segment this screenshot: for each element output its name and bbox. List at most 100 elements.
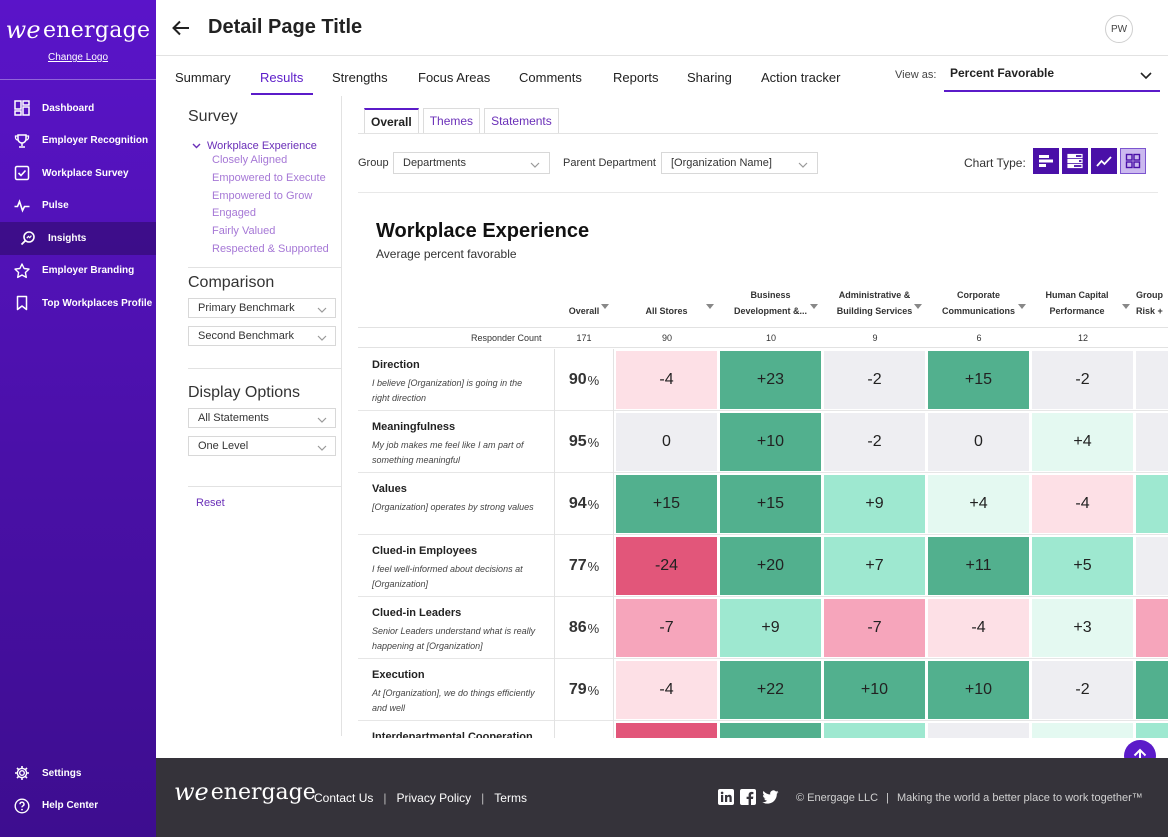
column-header-all-stores[interactable]: All Stores <box>645 306 688 316</box>
sidebar-item-help-center[interactable]: Help Center <box>0 790 156 823</box>
contact-us-link[interactable]: Contact Us <box>314 791 374 805</box>
heatmap-cell[interactable]: 0 <box>928 413 1029 471</box>
tab-focus-areas[interactable]: Focus Areas <box>418 70 491 85</box>
heatmap-cell[interactable]: -7 <box>616 599 717 657</box>
view-as-select[interactable]: Percent Favorable <box>944 60 1160 92</box>
tab-comments[interactable]: Comments <box>519 70 582 85</box>
sidebar-item-dashboard[interactable]: Dashboard <box>0 92 156 125</box>
column-header-human-capital[interactable]: Human Capital Performance <box>1045 290 1109 316</box>
heatmap-cell[interactable]: -4 <box>928 599 1029 657</box>
tree-item[interactable]: Empowered to Grow <box>212 189 313 202</box>
tree-item[interactable]: Empowered to Execute <box>212 171 326 184</box>
tree-item[interactable]: Respected & Supported <box>212 242 329 255</box>
column-header-corporate-communications[interactable]: Corporate Communications <box>941 290 1015 316</box>
tree-item[interactable]: Engaged <box>212 207 257 220</box>
tab-summary[interactable]: Summary <box>175 70 231 85</box>
sidebar-item-employer-recognition[interactable]: Employer Recognition <box>0 125 156 158</box>
heatmap-cell[interactable]: +9 <box>720 599 821 657</box>
sidebar-item-pulse[interactable]: Pulse <box>0 190 156 223</box>
heatmap-cell[interactable]: +11 <box>928 537 1029 595</box>
sidebar-item-top-workplaces-profile[interactable]: Top Workplaces Profile <box>0 287 156 320</box>
checkbox-icon <box>14 165 30 181</box>
avatar[interactable]: PW <box>1105 15 1133 43</box>
heatmap-cell[interactable]: -4 <box>616 661 717 719</box>
table-row: Values [Organization] operates by strong … <box>358 473 1168 535</box>
heatmap-cell[interactable]: -2 <box>824 413 925 471</box>
heatmap-cell[interactable]: -7 <box>824 599 925 657</box>
line-chart-button[interactable] <box>1091 148 1117 174</box>
sidebar-item-settings[interactable]: Settings <box>0 757 156 790</box>
statements-select[interactable]: All Statements <box>188 407 336 428</box>
heatmap-cell[interactable]: -4 <box>616 351 717 409</box>
tree-item-workplace-experience[interactable]: Workplace Experience <box>188 140 341 152</box>
column-header-administrative[interactable]: Administrative & Building Services <box>836 290 913 316</box>
heatmap-cell[interactable]: +4 <box>928 475 1029 533</box>
tab-action-tracker[interactable]: Action tracker <box>761 70 841 85</box>
heatmap-cell[interactable]: +7 <box>824 537 925 595</box>
heatmap-cell[interactable]: -2 <box>1032 661 1133 719</box>
heatmap-cell[interactable] <box>1136 599 1168 657</box>
heatmap-cell[interactable]: -2 <box>1032 351 1133 409</box>
heatmap-cell[interactable]: +15 <box>928 351 1029 409</box>
heatmap-cell[interactable] <box>1136 475 1168 533</box>
privacy-policy-link[interactable]: Privacy Policy <box>396 791 472 805</box>
heatmap-cell[interactable]: -4 <box>1032 475 1133 533</box>
group-select[interactable]: Departments <box>393 152 550 174</box>
heatmap-cell[interactable] <box>1136 661 1168 719</box>
heatmap-cell[interactable] <box>616 723 717 738</box>
heatmap-cell[interactable]: -2 <box>824 351 925 409</box>
column-header-business-development[interactable]: Business Development &... <box>733 290 807 316</box>
column-header-group-risk[interactable]: Group Risk + <box>1136 290 1163 316</box>
heatmap-cell[interactable]: 0 <box>616 413 717 471</box>
heatmap-cell[interactable] <box>1136 537 1168 595</box>
sidebar-item-workplace-survey[interactable]: Workplace Survey <box>0 157 156 190</box>
heatmap-cell[interactable]: +5 <box>1032 537 1133 595</box>
heatmap-cell[interactable]: +20 <box>720 537 821 595</box>
heatmap-cell[interactable] <box>720 723 821 738</box>
heatmap-cell[interactable]: -24 <box>616 537 717 595</box>
change-logo-link[interactable]: Change Logo <box>47 52 109 63</box>
heatmap-cell[interactable]: +15 <box>720 475 821 533</box>
tree-item[interactable]: Fairly Valued <box>212 225 276 238</box>
heatmap-cell[interactable] <box>1136 413 1168 471</box>
stacked-bar-chart-button[interactable] <box>1062 148 1088 174</box>
tab-reports[interactable]: Reports <box>613 70 659 85</box>
heatmap-cell[interactable]: +10 <box>928 661 1029 719</box>
parent-department-select[interactable]: [Organization Name] <box>661 152 818 174</box>
terms-link[interactable]: Terms <box>494 791 527 805</box>
heatmap-cell[interactable]: +3 <box>1032 599 1133 657</box>
heatmap-cell[interactable] <box>1136 723 1168 738</box>
sidebar-item-insights[interactable]: Insights <box>0 222 156 255</box>
heatmap-cell[interactable]: +15 <box>616 475 717 533</box>
tab-results[interactable]: Results <box>260 70 304 85</box>
back-arrow-icon[interactable] <box>172 18 192 38</box>
heatmap-cell[interactable]: +10 <box>824 661 925 719</box>
level-select[interactable]: One Level <box>188 435 336 456</box>
tab-sharing[interactable]: Sharing <box>687 70 732 85</box>
facebook-icon[interactable] <box>740 789 756 810</box>
subtab-overall[interactable]: Overall <box>364 108 419 134</box>
heatmap-cell[interactable]: +22 <box>720 661 821 719</box>
subtab-themes[interactable]: Themes <box>422 108 481 134</box>
heatmap-cell[interactable] <box>928 723 1029 738</box>
sidebar-item-employer-branding[interactable]: Employer Branding <box>0 255 156 288</box>
heatmap-chart-button[interactable] <box>1120 148 1146 174</box>
reset-button[interactable]: Reset <box>196 496 225 509</box>
heatmap-cell[interactable]: +10 <box>720 413 821 471</box>
heatmap-cell[interactable] <box>1032 723 1133 738</box>
horizontal-bar-chart-button[interactable] <box>1033 148 1059 174</box>
tab-strengths[interactable]: Strengths <box>332 70 388 85</box>
primary-benchmark-select[interactable]: Primary Benchmark <box>188 297 336 318</box>
column-header-overall[interactable]: Overall <box>568 306 600 316</box>
linkedin-icon[interactable] <box>718 789 734 810</box>
heatmap-cell[interactable] <box>1136 351 1168 409</box>
heatmap-cell[interactable]: +23 <box>720 351 821 409</box>
heatmap-cell[interactable]: +4 <box>1032 413 1133 471</box>
twitter-icon[interactable] <box>762 789 779 810</box>
second-benchmark-select[interactable]: Second Benchmark <box>188 325 336 346</box>
subtab-statements[interactable]: Statements <box>484 108 559 134</box>
heatmap-cell[interactable] <box>824 723 925 738</box>
heatmap-cell[interactable]: +9 <box>824 475 925 533</box>
tree-item[interactable]: Closely Aligned <box>212 154 288 166</box>
chart-type-label: Chart Type: <box>964 156 1026 170</box>
